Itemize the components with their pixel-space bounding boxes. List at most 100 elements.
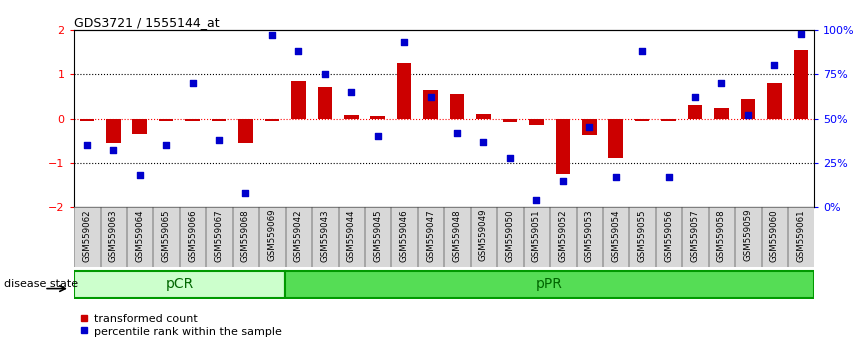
Bar: [212, 119, 226, 121]
FancyBboxPatch shape: [788, 207, 813, 267]
Point: [159, 142, 173, 148]
Point: [767, 63, 781, 68]
Text: GSM559061: GSM559061: [797, 209, 805, 262]
FancyBboxPatch shape: [471, 207, 496, 267]
FancyBboxPatch shape: [127, 207, 152, 267]
Bar: [238, 119, 253, 143]
FancyBboxPatch shape: [762, 207, 787, 267]
Bar: [132, 119, 147, 134]
Text: pPR: pPR: [536, 277, 563, 291]
FancyBboxPatch shape: [365, 207, 391, 267]
Point: [529, 197, 543, 203]
FancyBboxPatch shape: [524, 207, 549, 267]
Point: [107, 148, 120, 153]
Point: [132, 172, 146, 178]
Text: GSM559057: GSM559057: [690, 209, 700, 262]
Point: [503, 155, 517, 160]
Bar: [556, 119, 570, 174]
Point: [265, 33, 279, 38]
Text: GSM559059: GSM559059: [743, 209, 753, 261]
Point: [397, 40, 411, 45]
Point: [80, 142, 94, 148]
Point: [636, 48, 650, 54]
Text: GSM559044: GSM559044: [346, 209, 356, 262]
FancyBboxPatch shape: [233, 207, 258, 267]
Bar: [582, 119, 597, 135]
Text: GSM559046: GSM559046: [400, 209, 409, 262]
FancyBboxPatch shape: [577, 207, 602, 267]
FancyBboxPatch shape: [603, 207, 629, 267]
Point: [688, 95, 702, 100]
FancyBboxPatch shape: [444, 207, 469, 267]
FancyBboxPatch shape: [497, 207, 522, 267]
Text: GSM559045: GSM559045: [373, 209, 382, 262]
FancyBboxPatch shape: [735, 207, 760, 267]
Point: [582, 125, 596, 130]
Point: [345, 89, 359, 95]
Text: GSM559049: GSM559049: [479, 209, 488, 261]
FancyBboxPatch shape: [206, 207, 232, 267]
Text: GSM559069: GSM559069: [268, 209, 276, 261]
FancyBboxPatch shape: [391, 207, 417, 267]
Legend: transformed count, percentile rank within the sample: transformed count, percentile rank withi…: [79, 314, 281, 337]
Bar: [635, 119, 650, 121]
Text: pCR: pCR: [165, 277, 193, 291]
Bar: [793, 50, 808, 119]
Text: GSM559060: GSM559060: [770, 209, 779, 262]
Point: [212, 137, 226, 143]
Text: GSM559064: GSM559064: [135, 209, 145, 262]
Text: GSM559056: GSM559056: [664, 209, 673, 262]
Bar: [185, 119, 200, 121]
Text: GSM559047: GSM559047: [426, 209, 435, 262]
Text: GDS3721 / 1555144_at: GDS3721 / 1555144_at: [74, 16, 219, 29]
Bar: [265, 119, 279, 121]
Text: disease state: disease state: [4, 279, 79, 289]
FancyBboxPatch shape: [74, 270, 285, 298]
FancyBboxPatch shape: [550, 207, 576, 267]
Bar: [740, 99, 755, 119]
Point: [662, 174, 675, 180]
Text: GSM559053: GSM559053: [585, 209, 594, 262]
Point: [556, 178, 570, 183]
FancyBboxPatch shape: [285, 270, 814, 298]
Bar: [397, 63, 411, 119]
Text: GSM559051: GSM559051: [532, 209, 541, 262]
FancyBboxPatch shape: [286, 207, 311, 267]
Text: GSM559042: GSM559042: [294, 209, 303, 262]
Point: [423, 95, 437, 100]
Bar: [502, 119, 517, 122]
Point: [292, 48, 306, 54]
Bar: [291, 81, 306, 119]
Point: [371, 133, 385, 139]
FancyBboxPatch shape: [312, 207, 338, 267]
Text: GSM559067: GSM559067: [215, 209, 223, 262]
Point: [185, 80, 199, 86]
Point: [794, 31, 808, 36]
Bar: [609, 119, 623, 159]
FancyBboxPatch shape: [418, 207, 443, 267]
Bar: [318, 87, 332, 119]
FancyBboxPatch shape: [100, 207, 126, 267]
Text: GSM559054: GSM559054: [611, 209, 620, 262]
Text: GSM559063: GSM559063: [109, 209, 118, 262]
Point: [450, 130, 464, 136]
Bar: [767, 83, 782, 119]
Bar: [80, 119, 94, 121]
Bar: [662, 119, 675, 121]
FancyBboxPatch shape: [708, 207, 734, 267]
Text: GSM559055: GSM559055: [637, 209, 647, 262]
Bar: [529, 119, 544, 125]
Point: [318, 72, 332, 77]
Text: GSM559062: GSM559062: [82, 209, 91, 262]
Text: GSM559066: GSM559066: [188, 209, 197, 262]
Bar: [344, 115, 359, 119]
Bar: [423, 90, 438, 119]
Bar: [106, 119, 120, 143]
Point: [238, 190, 252, 196]
Text: GSM559068: GSM559068: [241, 209, 250, 262]
FancyBboxPatch shape: [656, 207, 682, 267]
Bar: [476, 114, 491, 119]
FancyBboxPatch shape: [153, 207, 179, 267]
Bar: [714, 108, 729, 119]
Text: GSM559050: GSM559050: [506, 209, 514, 262]
